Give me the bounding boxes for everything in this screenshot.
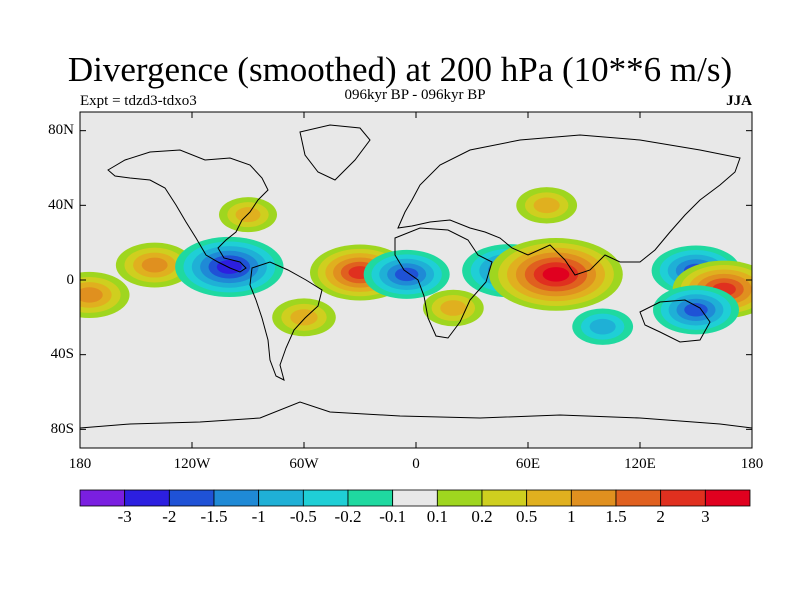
colorbar [79, 489, 751, 507]
season-label: JJA [726, 93, 752, 109]
map-title: Divergence (smoothed) at 200 hPa (10**6 … [67, 50, 733, 89]
lon-tick-label-60w: 60W [289, 456, 319, 472]
colorbar-label: -1.5 [200, 507, 228, 526]
contour-feature-9-level-4 [684, 303, 708, 317]
colorbar-label: -0.5 [289, 507, 317, 526]
contour-feature-0-level-3 [141, 257, 168, 273]
lat-tick-label-40s: 40S [50, 346, 74, 362]
lat-tick-label-0: 0 [66, 272, 75, 288]
colorbar-label: -0.1 [379, 507, 407, 526]
colorbar-label: 3 [701, 507, 710, 526]
axis-ticks [79, 112, 753, 448]
colorbar-swatch-11 [570, 489, 617, 507]
colorbar-label: 0.5 [516, 507, 538, 526]
colorbar-label: -0.2 [334, 507, 362, 526]
lon-tick-label-180w: 180 [68, 456, 92, 472]
contour-feature-11-level-2 [440, 300, 467, 316]
coast-australia [639, 299, 711, 343]
colorbar-swatch-8 [436, 489, 483, 507]
contour-feature-6-level-6 [542, 267, 570, 282]
colorbar-swatch-4 [258, 489, 304, 507]
coastlines [80, 124, 752, 429]
colorbar-swatch-5 [302, 489, 349, 507]
contour-feature-1-level-3 [80, 287, 103, 303]
lat-tick-label-80s: 80S [50, 421, 74, 437]
colorbar-swatch-12 [615, 489, 662, 507]
coast-greenland [299, 124, 371, 181]
lon-tick-label-60e: 60E [515, 456, 541, 472]
colorbar-swatch-1 [124, 489, 170, 507]
colorbar-label: -2 [162, 507, 177, 526]
lon-tick-label-120w: 120W [173, 456, 211, 472]
colorbar-swatch-9 [481, 489, 528, 507]
contour-feature-4-level-4 [394, 267, 419, 282]
divergence-contours [80, 187, 752, 345]
colorbar-label: 0.2 [471, 507, 493, 526]
contour-feature-14-level-2 [589, 318, 616, 335]
colorbar-label: 2 [656, 507, 665, 526]
colorbar-swatch-7 [392, 489, 438, 507]
map-subtitle: 096kyr BP - 096kyr BP [344, 87, 486, 103]
coast-eurasia [397, 134, 741, 276]
experiment-label: Expt = tdzd3-tdxo3 [80, 93, 197, 109]
colorbar-swatch-2 [168, 489, 215, 507]
colorbar-swatch-13 [660, 489, 706, 507]
colorbar-label: -1 [251, 507, 266, 526]
colorbar-label: 0.1 [426, 507, 448, 526]
lon-tick-label-180e: 180 [740, 456, 764, 472]
lon-tick-label-0: 0 [412, 456, 420, 472]
contour-feature-2-level-5 [216, 259, 242, 274]
colorbar-swatch-14 [704, 489, 751, 507]
colorbar-swatch-0 [79, 489, 126, 507]
colorbar-swatch-6 [347, 489, 394, 507]
lon-tick-label-120e: 120E [624, 456, 656, 472]
colorbar-swatch-10 [526, 489, 572, 507]
lat-tick-label-80n: 80N [48, 122, 74, 138]
coast-antarctica [80, 401, 752, 429]
colorbar-label: 1 [567, 507, 576, 526]
contour-feature-12-level-2 [533, 197, 560, 214]
colorbar-label: -3 [117, 507, 132, 526]
coast-south-america [249, 261, 323, 381]
lat-tick-label-40n: 40N [48, 197, 74, 213]
contour-feature-10-level-2 [290, 309, 318, 326]
colorbar-label: 1.5 [605, 507, 627, 526]
coast-africa [394, 227, 493, 339]
coast-north-america [107, 149, 269, 273]
colorbar-swatch-3 [213, 489, 260, 507]
